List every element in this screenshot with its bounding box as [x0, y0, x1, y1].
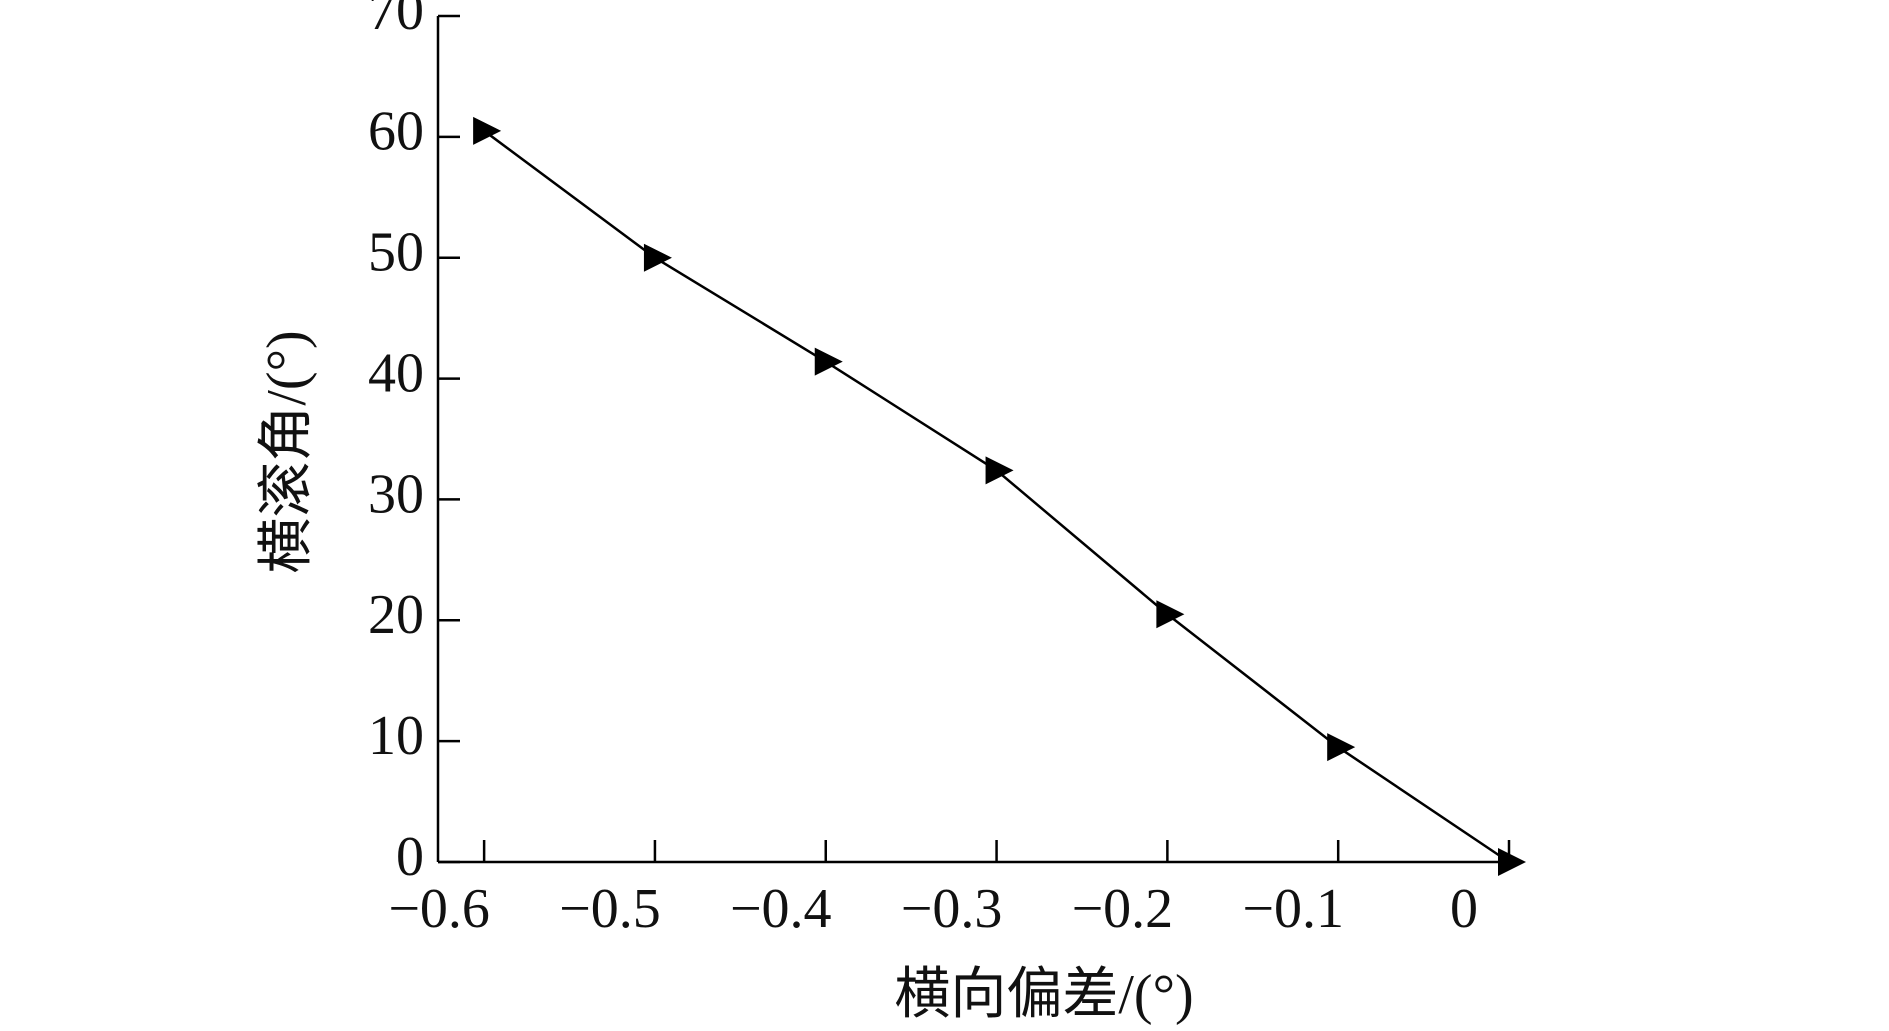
x-tick-label: −0.1 — [1242, 878, 1344, 940]
y-tick-label: 40 — [368, 342, 424, 404]
marker — [473, 116, 502, 145]
x-tick-label: 0 — [1450, 878, 1478, 940]
series-line — [483, 129, 1510, 864]
marker — [985, 456, 1014, 485]
y-tick-label: 50 — [368, 222, 424, 284]
y-tick-label: 0 — [396, 826, 424, 888]
x-tick-label: −0.3 — [901, 878, 1003, 940]
y-axis-label: 横滚角/(°) — [256, 330, 318, 573]
marker — [643, 243, 672, 272]
y-tick-label: 30 — [368, 463, 424, 525]
x-tick-label: −0.6 — [388, 878, 490, 940]
marker — [1498, 848, 1526, 876]
x-tick-label: −0.5 — [559, 878, 661, 940]
y-tick-label: 60 — [368, 101, 424, 163]
x-tick-label: −0.4 — [730, 878, 832, 940]
x-axis-label: 横向偏差/(°) — [894, 964, 1193, 1026]
marker — [1327, 733, 1356, 762]
y-tick-label: 70 — [368, 0, 424, 42]
marker — [1156, 600, 1185, 629]
y-tick-label: 10 — [368, 705, 424, 767]
x-tick-label: −0.2 — [1072, 878, 1174, 940]
y-tick-label: 20 — [368, 584, 424, 646]
marker — [814, 347, 843, 376]
